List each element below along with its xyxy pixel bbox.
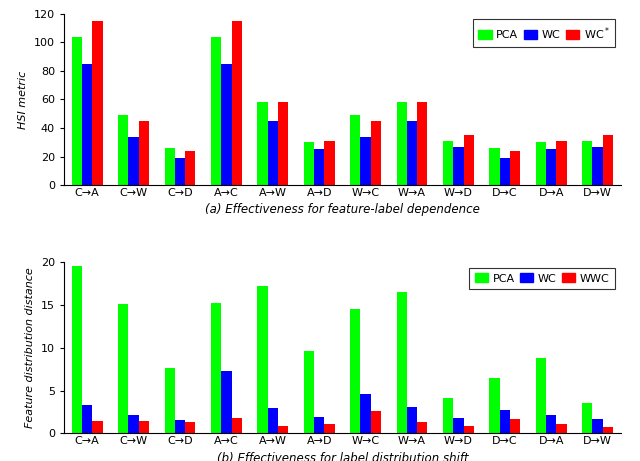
Bar [129,414,139,433]
Bar [164,148,175,185]
Bar [490,148,500,185]
Bar [268,408,278,433]
Bar [407,121,417,185]
Bar [185,422,195,433]
Bar [556,424,566,433]
Bar [304,351,314,433]
Legend: PCA, WC, WWC: PCA, WC, WWC [469,268,615,289]
Bar [175,158,185,185]
Bar [118,304,129,433]
Bar [72,266,82,433]
Bar [443,398,453,433]
Y-axis label: Feature distribution distance: Feature distribution distance [26,267,35,428]
Bar [397,292,407,433]
Bar [92,21,102,185]
Bar [175,420,185,433]
Bar [139,421,149,433]
Bar [453,147,463,185]
Bar [118,115,129,185]
Bar [510,151,520,185]
Bar [211,303,221,433]
Bar [232,21,242,185]
Bar [185,151,195,185]
Bar [500,158,510,185]
Bar [603,135,613,185]
Bar [129,136,139,185]
Bar [232,418,242,433]
Bar [268,121,278,185]
Bar [556,141,566,185]
Bar [360,394,371,433]
Bar [490,378,500,433]
Bar [443,141,453,185]
Bar [371,121,381,185]
Bar [139,121,149,185]
Bar [304,142,314,185]
Bar [407,407,417,433]
Bar [546,149,556,185]
Bar [350,309,360,433]
Bar [278,426,288,433]
Bar [593,147,603,185]
Bar [314,149,324,185]
Bar [536,142,546,185]
Bar [360,136,371,185]
Bar [582,141,593,185]
Bar [510,419,520,433]
Bar [211,37,221,185]
Bar [603,427,613,433]
Bar [164,368,175,433]
Bar [417,102,428,185]
Bar [314,417,324,433]
Bar [221,64,232,185]
Legend: PCA, WC, WC$^*$: PCA, WC, WC$^*$ [473,19,615,47]
Bar [92,421,102,433]
X-axis label: (b) Effectiveness for label distribution shift: (b) Effectiveness for label distribution… [216,452,468,461]
Bar [453,418,463,433]
Bar [221,371,232,433]
Bar [536,358,546,433]
Bar [324,141,335,185]
Bar [371,411,381,433]
Bar [278,102,288,185]
Bar [397,102,407,185]
Bar [350,115,360,185]
Bar [257,102,268,185]
Y-axis label: HSI metric: HSI metric [19,71,28,129]
Bar [82,64,92,185]
Bar [582,402,593,433]
Bar [324,424,335,433]
Bar [593,419,603,433]
Bar [72,37,82,185]
X-axis label: (a) Effectiveness for feature-label dependence: (a) Effectiveness for feature-label depe… [205,203,480,216]
Bar [417,422,428,433]
Bar [463,426,474,433]
Bar [546,415,556,433]
Bar [463,135,474,185]
Bar [257,286,268,433]
Bar [82,405,92,433]
Bar [500,410,510,433]
